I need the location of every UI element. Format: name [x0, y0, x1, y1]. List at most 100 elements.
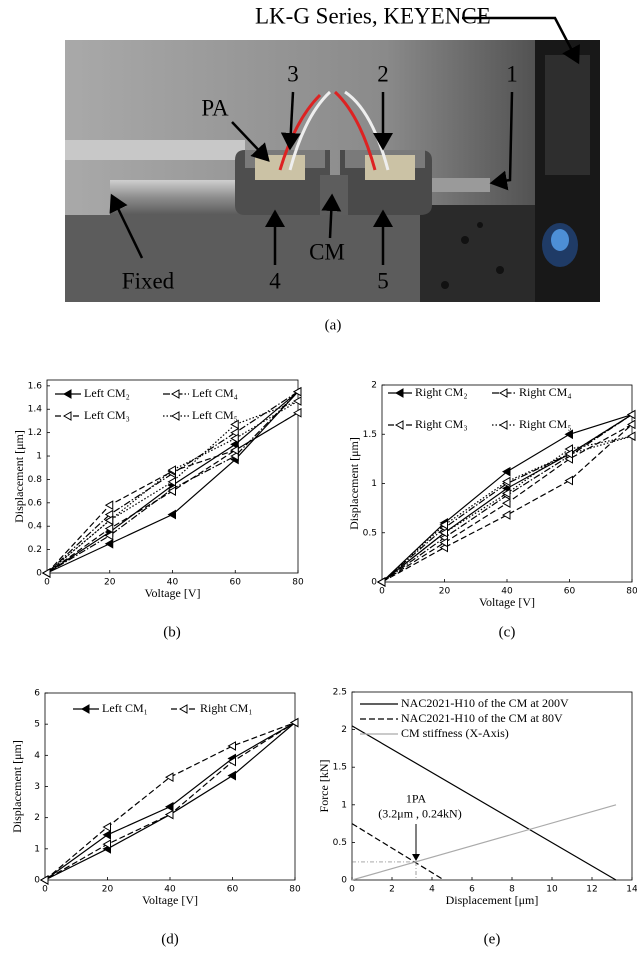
photo-label: 5	[377, 268, 389, 293]
data-point	[230, 445, 239, 456]
data-point	[104, 538, 114, 549]
legend-label: Left CM₅	[192, 408, 238, 422]
data-point	[167, 486, 176, 496]
photo-label: 1	[506, 61, 518, 86]
data-point	[227, 741, 236, 751]
legend-marker	[394, 388, 404, 398]
y-tick-label: 0	[34, 876, 40, 886]
y-tick-label: 2	[34, 813, 40, 823]
data-point	[102, 839, 111, 850]
legend-label: NAC2021-H10 of the CM at 200V	[401, 696, 569, 710]
x-tick-label: 60	[227, 885, 239, 895]
x-tick-label: 80	[626, 587, 637, 597]
data-point	[292, 407, 302, 418]
legend-marker	[170, 389, 180, 399]
legend-label: Right CM₁	[200, 701, 253, 715]
legend-marker	[170, 411, 180, 421]
x-tick-label: 6	[469, 885, 475, 895]
data-point	[439, 537, 448, 548]
photo-label: LK-G Series, KEYENCE	[255, 3, 491, 28]
data-point	[626, 409, 636, 420]
data-point	[104, 515, 114, 526]
legend-marker	[62, 389, 72, 399]
x-tick-label: 8	[509, 885, 515, 895]
data-point	[439, 527, 448, 538]
series	[41, 396, 302, 578]
data-point	[626, 431, 636, 442]
series	[351, 823, 445, 881]
data-point	[564, 429, 573, 440]
y-tick-label: 1	[36, 452, 42, 462]
photo-arrows	[109, 16, 580, 265]
legend-marker	[394, 420, 404, 430]
series	[351, 804, 617, 881]
y-tick-label: 0	[341, 876, 347, 886]
photo-label: Fixed	[122, 268, 175, 293]
y-tick-label: 1.4	[28, 405, 43, 415]
series	[39, 717, 299, 885]
photo-label: 4	[269, 268, 281, 293]
data-point	[501, 466, 511, 477]
legend-label: CM stiffness (X-Axis)	[401, 726, 509, 740]
data-point	[167, 509, 176, 520]
x-tick-label: 14	[626, 885, 637, 895]
legend-marker	[178, 704, 188, 714]
y-tick-label: 2	[341, 725, 347, 735]
data-point	[164, 772, 174, 783]
data-point	[104, 530, 114, 541]
y-axis-label: Displacement [μm]	[12, 430, 26, 523]
x-tick-label: 0	[44, 578, 50, 588]
data-point	[501, 510, 511, 520]
y-tick-label: 2.5	[333, 688, 347, 698]
caption: (c)	[499, 624, 516, 640]
y-tick-label: 1.5	[333, 763, 347, 773]
y-tick-label: 1	[341, 800, 347, 810]
x-tick-label: 20	[439, 587, 451, 597]
caption: (b)	[163, 624, 181, 640]
photo-label: CM	[309, 239, 345, 264]
caption: (e)	[484, 931, 501, 947]
y-tick-label: 0.6	[28, 498, 43, 508]
data-point	[289, 717, 299, 728]
x-tick-label: 80	[289, 885, 301, 895]
y-tick-label: 2	[371, 381, 377, 391]
y-tick-label: 3	[34, 782, 40, 792]
y-tick-label: 1	[371, 479, 377, 489]
x-tick-label: 40	[164, 885, 176, 895]
data-point	[104, 500, 114, 511]
data-line	[381, 414, 633, 583]
x-tick-label: 40	[167, 578, 179, 588]
data-point	[230, 433, 239, 444]
data-point	[439, 520, 448, 530]
legend-label: Left CM₃	[84, 408, 130, 422]
legend-label: Right CM₃	[415, 417, 468, 431]
data-point	[227, 770, 236, 781]
series	[39, 717, 299, 885]
legend-label: Right CM₄	[519, 385, 572, 399]
legend-marker	[62, 411, 72, 421]
y-tick-label: 4	[34, 751, 40, 761]
y-tick-label: 1.6	[28, 381, 43, 391]
x-tick-label: 4	[429, 885, 435, 895]
data-point	[164, 801, 174, 812]
x-tick-label: 0	[379, 587, 385, 597]
data-point	[292, 386, 302, 397]
y-tick-label: 0.8	[28, 475, 43, 485]
y-axis-label: Force [kN]	[317, 760, 331, 813]
x-tick-label: 2	[389, 885, 395, 895]
data-line	[351, 804, 617, 881]
photo-label: PA	[201, 95, 229, 120]
annotation: (3.2μm , 0.24kN)	[378, 807, 461, 821]
data-point	[501, 488, 511, 499]
photo-label: 2	[377, 61, 389, 86]
y-tick-label: 0.2	[28, 545, 42, 555]
x-axis-label: Voltage [V]	[144, 586, 200, 600]
x-tick-label: 0	[349, 885, 355, 895]
x-tick-label: 60	[230, 578, 242, 588]
x-tick-label: 10	[546, 885, 558, 895]
y-tick-label: 1.2	[28, 428, 42, 438]
data-point	[292, 396, 302, 406]
plot-frame	[351, 691, 633, 881]
data-point	[102, 822, 111, 832]
